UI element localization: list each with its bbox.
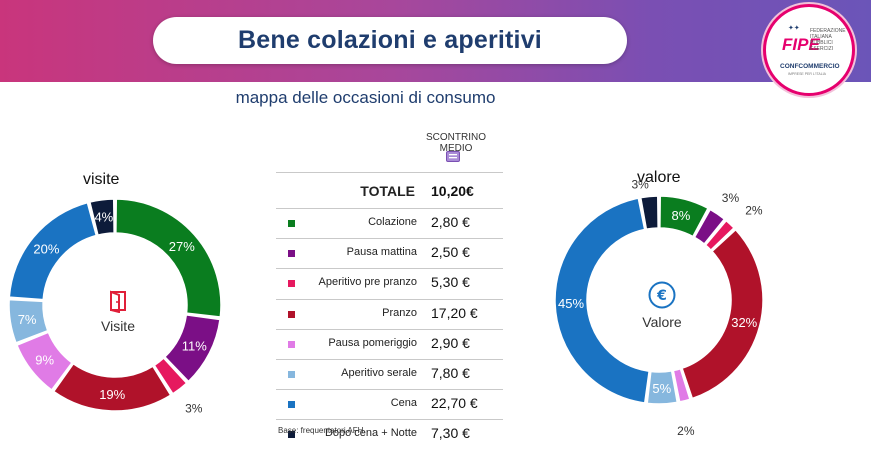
door-icon xyxy=(110,290,126,313)
table-rule xyxy=(276,329,503,330)
data-label: 5% xyxy=(652,381,671,396)
receipt-icon xyxy=(446,151,460,162)
logo-org-sub: IMPRESE PER L'ITALIA xyxy=(788,72,826,76)
data-label: 27% xyxy=(169,239,195,254)
svg-text:€: € xyxy=(656,288,667,304)
base-note: Base: frequentatori AFH xyxy=(278,426,364,435)
legend-swatch xyxy=(288,401,295,408)
donut-chart-visite: 27% 11% 3% 19% 9% 7% 20% 4% xyxy=(8,198,222,415)
chart-title-valore: valore xyxy=(637,169,681,186)
logo-org: CONFCOMMERCIO xyxy=(780,63,840,70)
table-row: Pranzo 17,20 € xyxy=(276,302,503,326)
table-header: SCONTRINO MEDIO xyxy=(418,132,494,154)
row-label: Colazione xyxy=(368,216,417,228)
row-label: Pausa mattina xyxy=(346,246,417,258)
data-label: 19% xyxy=(99,387,125,402)
center-label-visite: Visite xyxy=(101,318,135,334)
data-label: 7% xyxy=(18,312,37,327)
data-label: 8% xyxy=(671,208,690,223)
legend-swatch xyxy=(288,250,295,257)
row-label: Dopo cena + Notte xyxy=(324,427,417,439)
row-label: Aperitivo serale xyxy=(341,367,417,379)
table-rule xyxy=(276,172,503,173)
table-rule xyxy=(276,419,503,420)
pie-slice-aperitivo-serale xyxy=(646,370,679,405)
page-title: Bene colazioni e aperitivi xyxy=(238,26,542,54)
total-value: 10,20€ xyxy=(431,183,474,199)
data-label: 3% xyxy=(185,401,203,415)
data-label: 9% xyxy=(35,353,54,368)
row-value: 5,30 € xyxy=(431,274,470,290)
data-label: 45% xyxy=(558,296,584,311)
data-label: 20% xyxy=(33,241,59,256)
data-label: 3% xyxy=(722,191,740,205)
row-value: 17,20 € xyxy=(431,305,478,321)
table-row: Dopo cena + Notte 7,30 € xyxy=(276,422,503,446)
pie-slice-colazione xyxy=(115,198,222,318)
data-label: 32% xyxy=(731,315,757,330)
row-value: 22,70 € xyxy=(431,395,478,411)
pie-slice-aperitivo-pre-pranzo xyxy=(153,357,188,395)
table-rule xyxy=(276,208,503,209)
data-label: 4% xyxy=(94,210,113,225)
pie-slice-cena xyxy=(8,201,98,301)
row-value: 2,90 € xyxy=(431,335,470,351)
subtitle: mappa delle occasioni di consumo xyxy=(235,88,496,107)
data-label: 3% xyxy=(632,178,650,192)
chart-title-visite: visite xyxy=(83,171,120,188)
table-rule xyxy=(276,299,503,300)
table-row-total: TOTALE 10,20€ xyxy=(276,180,503,204)
table-rule xyxy=(276,359,503,360)
pie-slice-pausa-pomeriggio xyxy=(672,367,691,403)
table-rule xyxy=(276,268,503,269)
table-rule xyxy=(276,389,503,390)
row-value: 7,30 € xyxy=(431,425,470,441)
table-row: Aperitivo serale 7,80 € xyxy=(276,362,503,386)
data-label: 2% xyxy=(677,424,695,438)
table-row: Cena 22,70 € xyxy=(276,392,503,416)
legend-swatch xyxy=(288,371,295,378)
legend-swatch xyxy=(288,280,295,287)
table-row: Aperitivo pre pranzo 5,30 € xyxy=(276,271,503,295)
pie-slice-aperitivo-serale xyxy=(8,298,49,344)
data-label: 2% xyxy=(745,204,763,218)
data-label: 11% xyxy=(182,338,207,353)
row-value: 2,80 € xyxy=(431,214,470,230)
row-label: Cena xyxy=(390,397,417,409)
row-label: Pausa pomeriggio xyxy=(328,337,417,349)
pie-slice-pausa-pomeriggio xyxy=(15,331,74,392)
row-label: Aperitivo pre pranzo xyxy=(318,276,417,288)
table-row: Pausa mattina 2,50 € xyxy=(276,241,503,265)
row-value: 2,50 € xyxy=(431,244,470,260)
pie-slice-dopo-cena-notte xyxy=(88,198,115,236)
pie-slice-pranzo xyxy=(52,362,172,412)
center-label-valore: Valore xyxy=(642,314,682,330)
legend-swatch xyxy=(288,311,295,318)
pie-slice-pausa-mattina xyxy=(693,208,726,246)
donut-chart-valore: 8% 3% 2% 32% 2% 5% 45% 3% xyxy=(554,178,764,438)
pie-slice-colazione xyxy=(659,195,710,238)
logo-brand: FIPE xyxy=(782,35,820,54)
table-row: Pausa pomeriggio 2,90 € xyxy=(276,332,503,356)
pie-slice-pranzo xyxy=(681,228,764,400)
euro-icon: € xyxy=(648,281,676,309)
row-label: Pranzo xyxy=(382,307,417,319)
row-value: 7,80 € xyxy=(431,365,470,381)
pie-slice-dopo-cena-notte xyxy=(639,195,659,230)
fipe-logo: ✦✦ FIPE FEDERAZIONE ITALIANA PUBBLICI ES… xyxy=(763,4,855,96)
pie-slice-cena xyxy=(554,197,650,404)
pie-slice-pausa-mattina xyxy=(163,314,221,383)
table-header-line2: MEDIO xyxy=(439,143,473,154)
table-row: Colazione 2,80 € xyxy=(276,211,503,235)
legend-swatch xyxy=(288,431,295,438)
table-rule xyxy=(276,238,503,239)
total-label: TOTALE xyxy=(360,183,415,199)
legend-swatch xyxy=(288,341,295,348)
legend-swatch xyxy=(288,220,295,227)
title-box: Bene colazioni e aperitivi xyxy=(153,17,627,64)
stars-icon: ✦✦ xyxy=(788,25,800,32)
logo-federation: FEDERAZIONE ITALIANA PUBBLICI ESERCIZI xyxy=(810,28,846,52)
pie-slice-aperitivo-pre-pranzo xyxy=(704,219,736,252)
table-header-line1: SCONTRINO xyxy=(426,132,486,143)
